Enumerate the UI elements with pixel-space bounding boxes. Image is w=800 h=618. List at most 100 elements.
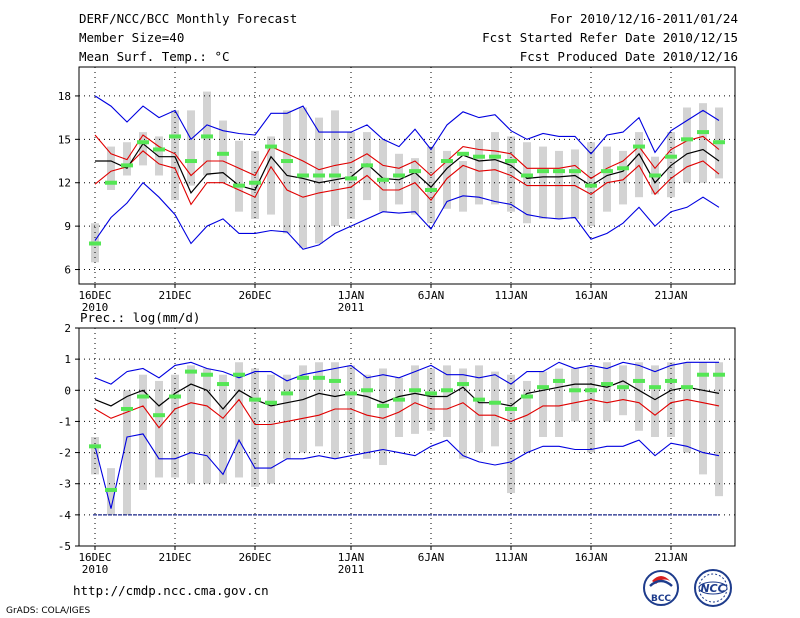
temp-marker: [361, 163, 373, 168]
prec-xtick-label: 6JAN: [418, 551, 445, 564]
temp-marker: [665, 154, 677, 159]
temp-marker: [185, 159, 197, 164]
prec-marker: [137, 394, 149, 399]
temp-ytick-label: 6: [64, 264, 71, 277]
prec-marker: [281, 391, 293, 396]
temp-xtick-label: 21JAN: [654, 289, 687, 302]
prec-marker: [345, 391, 357, 396]
temp-ytick-label: 18: [58, 90, 71, 103]
temp-box: [603, 146, 611, 212]
bcc-logo: BCC: [643, 570, 679, 606]
temp-ytick-label: 9: [64, 220, 71, 233]
temp-box: [411, 158, 419, 215]
temp-marker: [425, 187, 437, 192]
temp-marker: [169, 134, 181, 139]
temp-xtick-label: 16JAN: [574, 289, 607, 302]
prec-ytick-label: -5: [58, 540, 71, 553]
temp-box: [219, 120, 227, 183]
bcc-logo-text: BCC: [651, 594, 671, 604]
prec-ytick-label: 0: [64, 384, 71, 397]
temp-box: [699, 103, 707, 183]
prec-ytick-label: -3: [58, 478, 71, 491]
temp-box: [475, 139, 483, 205]
temp-box: [267, 136, 275, 215]
prec-box: [523, 380, 531, 453]
prec-box: [459, 368, 467, 459]
prec-box: [667, 362, 675, 437]
prec-frame: [78, 327, 736, 547]
temp-xtick-year: 2010: [82, 301, 109, 314]
temp-line-ens-mean: [95, 142, 720, 195]
temp-box: [251, 150, 259, 219]
prec-box: [411, 365, 419, 434]
temp-box: [395, 153, 403, 205]
temp-marker: [505, 159, 517, 164]
prec-line-outer-max: [94, 361, 719, 385]
prec-marker: [537, 385, 549, 390]
prec-marker: [169, 394, 181, 399]
prec-xtick-year: 2010: [82, 563, 109, 576]
forecast-period: For 2010/12/16-2011/01/24: [549, 11, 738, 26]
prec-box: [315, 362, 323, 447]
prec-marker: [649, 385, 661, 390]
temp-marker: [601, 169, 613, 174]
temp-box: [315, 117, 323, 244]
prec-marker: [329, 378, 341, 383]
temp-marker: [521, 173, 533, 178]
prec-ytick-label: -2: [58, 447, 71, 460]
prec-ytick-label: -4: [58, 509, 72, 522]
variable-label: Mean Surf. Temp.: °C: [79, 49, 230, 64]
ncc-logo: NCC: [694, 569, 732, 607]
prec-box: [491, 371, 499, 447]
prec-ytick-label: 2: [64, 322, 71, 335]
temp-box: [427, 146, 435, 224]
temp-box: [539, 146, 547, 219]
prec-marker: [633, 378, 645, 383]
ncc-logo-text: NCC: [700, 582, 725, 595]
source-url[interactable]: http://cmdp.ncc.cma.gov.cn: [73, 583, 269, 598]
prec-marker: [697, 372, 709, 377]
prec-box: [267, 374, 275, 484]
prec-marker: [681, 385, 693, 390]
temp-box: [235, 140, 243, 212]
temp-marker: [441, 159, 453, 164]
prec-box: [219, 374, 227, 484]
prec-marker: [457, 382, 469, 387]
prec-marker: [105, 487, 117, 492]
prec-box: [379, 368, 387, 466]
temp-marker: [281, 159, 293, 164]
temp-marker: [409, 169, 421, 174]
temp-marker: [537, 169, 549, 174]
temp-marker: [697, 130, 709, 135]
temp-line-inner-min: [94, 150, 720, 206]
temp-box: [283, 110, 291, 234]
prec-marker: [249, 397, 261, 402]
prec-box: [91, 437, 99, 475]
temp-box: [107, 146, 115, 190]
prec-marker: [521, 394, 533, 399]
prec-marker: [569, 388, 581, 393]
prec-line-ens-mean: [94, 380, 720, 410]
prec-box: [651, 365, 659, 437]
temp-line-outer-min: [94, 181, 720, 250]
temp-box: [379, 139, 387, 212]
temp-box: [299, 107, 307, 248]
temp-marker: [313, 173, 325, 178]
temp-marker: [617, 166, 629, 171]
prec-xtick-label: 16DEC: [78, 551, 111, 564]
temp-box: [555, 150, 563, 219]
prec-marker: [617, 385, 629, 390]
temp-frame: [78, 66, 736, 285]
temp-marker: [377, 177, 389, 182]
prec-box: [155, 380, 163, 478]
prec-marker: [665, 378, 677, 383]
prec-marker: [233, 372, 245, 377]
temp-marker: [233, 183, 245, 188]
prec-marker: [313, 375, 325, 380]
temp-marker: [633, 144, 645, 149]
prec-xtick-label: 21DEC: [158, 551, 191, 564]
temp-xtick-label: 26DEC: [238, 289, 271, 302]
prec-panel-title: Prec.: log(mm/d): [80, 310, 200, 325]
temp-box: [443, 150, 451, 209]
prec-ytick-label: -1: [58, 415, 71, 428]
